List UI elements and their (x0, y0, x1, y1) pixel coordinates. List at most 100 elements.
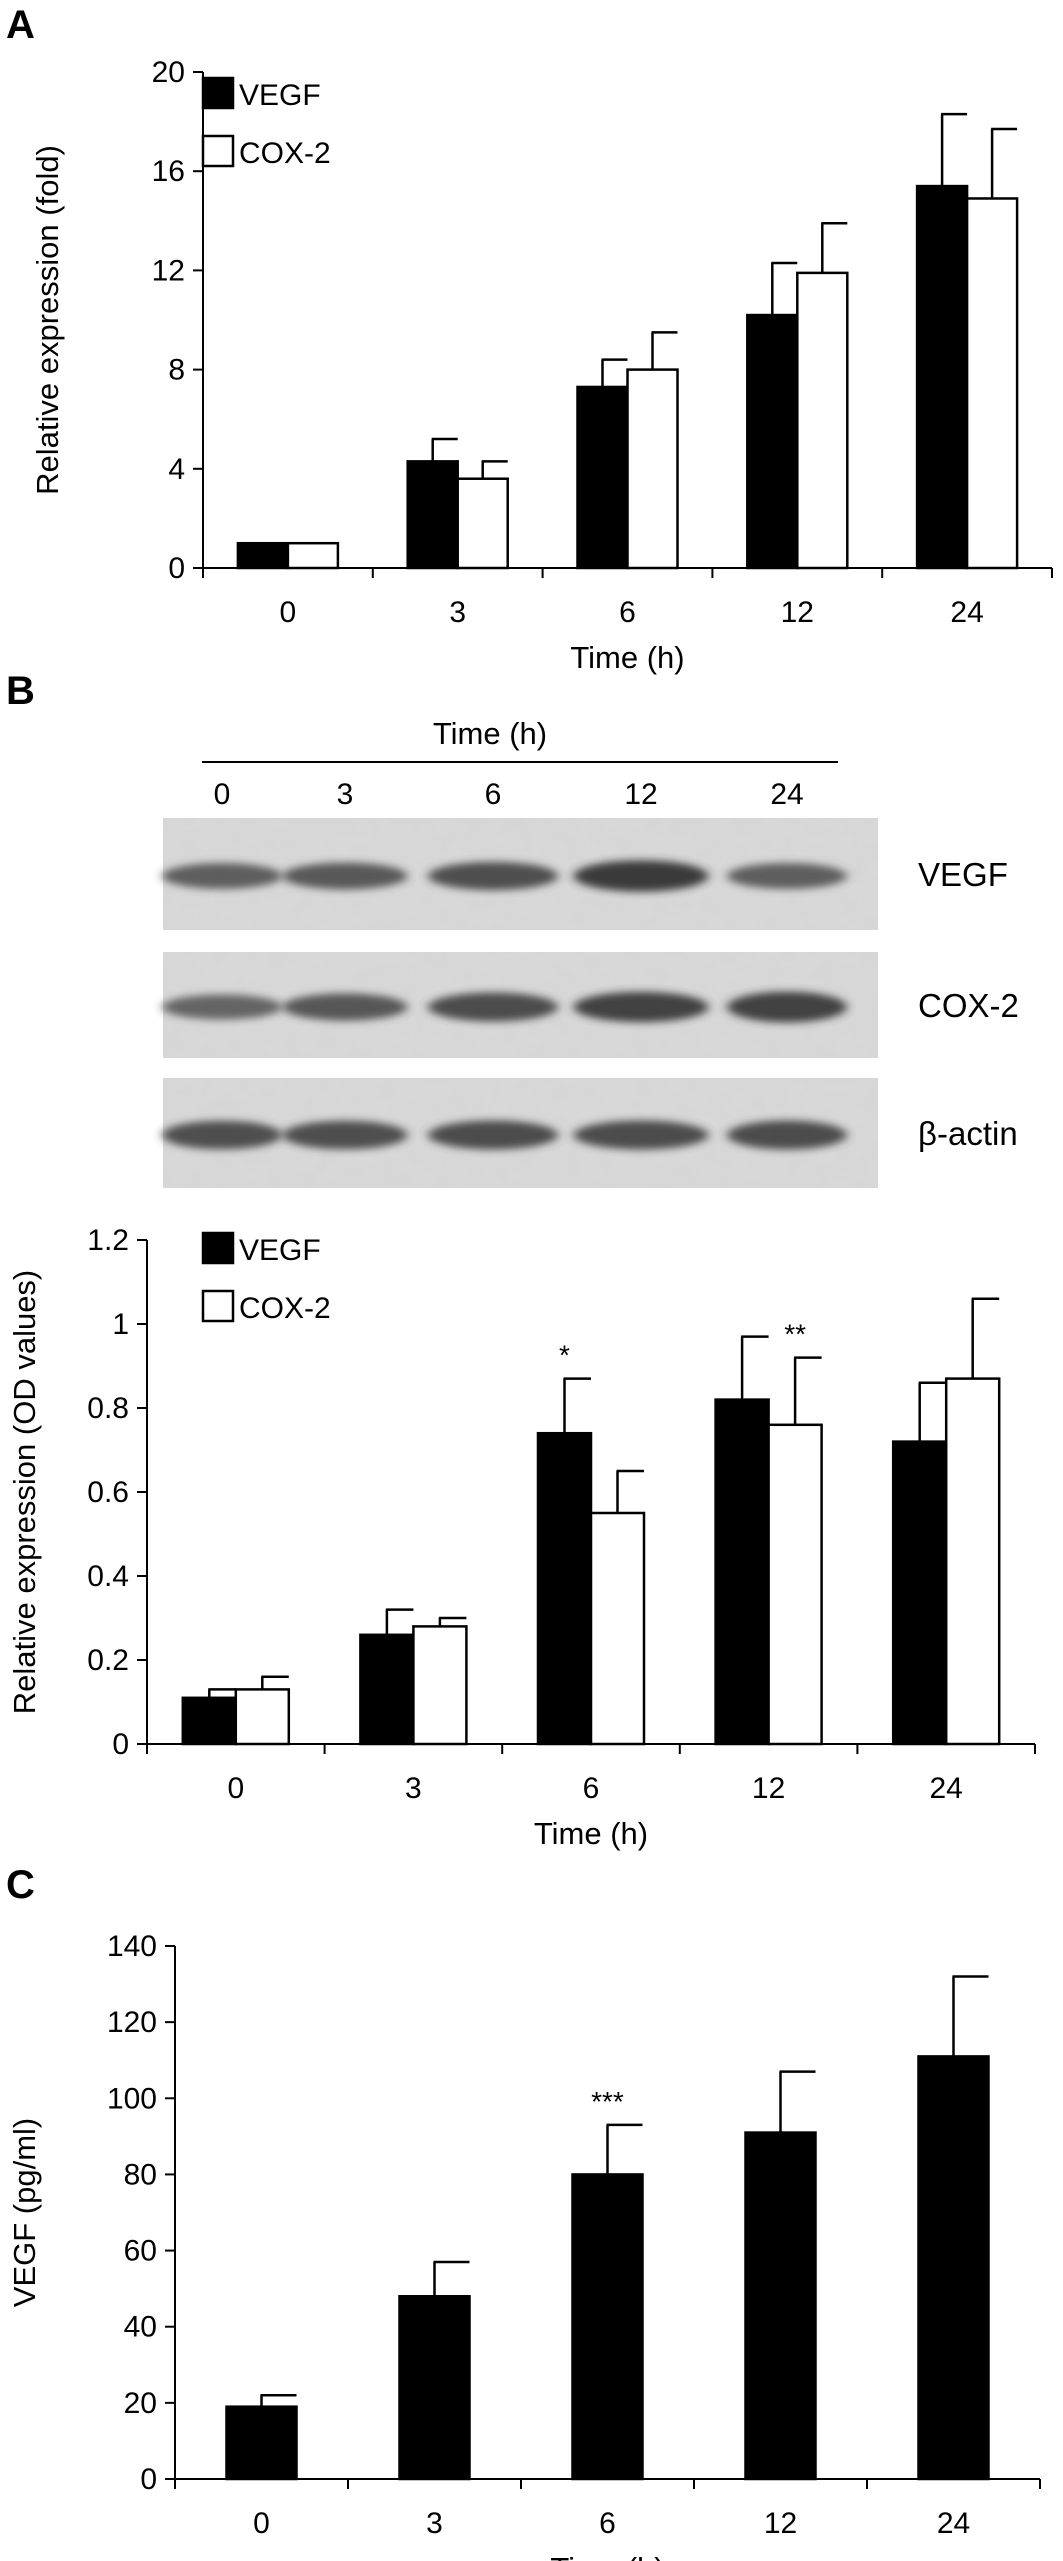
bar-vegf-0 (236, 541, 290, 570)
chart-b: 0 0.2 0.4 0.6 0.8 1 1.2 0 3 6 12 24 Time (h) Relative… (7, 1224, 1036, 1851)
y-tick-label: 20 (124, 2387, 157, 2420)
bar-cox-2-12 (796, 271, 849, 570)
blot-band (573, 991, 709, 1023)
y-tick-label: 8 (168, 354, 185, 387)
legend-label: VEGF (239, 1234, 321, 1267)
blot-band (282, 993, 408, 1021)
x-axis-label: Time (h) (550, 2551, 664, 2561)
legend-label: COX-2 (239, 1292, 331, 1325)
panel-letter-b: B (6, 669, 35, 713)
y-tick-label: 0.8 (87, 1392, 129, 1425)
x-tick-label: 0 (253, 2507, 270, 2540)
x-tick-label: 3 (405, 1772, 422, 1805)
bar-vegf-6 (536, 1431, 593, 1746)
x-tick-label: 0 (227, 1772, 244, 1805)
x-tick-label: 12 (752, 1772, 785, 1805)
legend-swatch (201, 134, 235, 168)
chart-a: 0 4 8 12 16 20 0 3 6 12 24 Time (h) Relative express… (30, 56, 1053, 675)
y-tick-label: 100 (107, 2082, 157, 2115)
bar-vegf-3 (359, 1633, 415, 1746)
western-blot: Time (h) 0 3 6 12 24 VEGF COX-2 β-actin (162, 716, 1019, 1188)
legend-swatch (201, 1231, 235, 1265)
x-tick-label: 0 (280, 596, 297, 629)
y-tick-label: 0.6 (87, 1476, 129, 1509)
blot-header: Time (h) (433, 716, 547, 751)
x-tick-label: 3 (449, 596, 466, 629)
bar-vegf-24 (891, 1440, 948, 1746)
legend-label: COX-2 (239, 137, 331, 170)
blot-lane-label: 6 (485, 778, 502, 811)
bar-cox-2-24 (965, 197, 1019, 570)
blot-band (428, 1120, 558, 1150)
blot-lane-label: 3 (337, 778, 354, 811)
blot-band (428, 992, 558, 1022)
x-tick-label: 24 (937, 2507, 970, 2540)
blot-band (162, 994, 282, 1020)
bar-series-24 (917, 2055, 990, 2481)
x-tick-label: 6 (599, 2507, 616, 2540)
blot-row-vegf: VEGF (162, 818, 1008, 930)
bar-cox-2-24 (944, 1377, 1001, 1746)
y-tick-label: 16 (152, 155, 185, 188)
bar-series-12 (744, 2131, 817, 2481)
blot-band (727, 991, 847, 1023)
x-tick-label: 6 (619, 596, 636, 629)
blot-row-label: VEGF (918, 856, 1008, 893)
bar-cox-2-3 (456, 477, 509, 570)
significance-marker: ** (784, 1319, 806, 1350)
y-axis-label: Relative expression (OD values) (7, 1270, 42, 1715)
bar-series-6 (571, 2173, 644, 2481)
y-tick-label: 12 (152, 254, 185, 287)
blot-band (162, 863, 282, 889)
legend-label: VEGF (239, 79, 321, 112)
bar-cox-2-6 (626, 368, 679, 570)
legend-swatch (201, 1289, 235, 1323)
blot-row-label: COX-2 (918, 987, 1019, 1024)
blot-band (162, 1120, 282, 1150)
bar-vegf-0 (181, 1696, 238, 1746)
blot-rows: VEGF COX-2 β-actin (162, 818, 1019, 1188)
panel-letter-a: A (6, 3, 35, 47)
y-axis-label: VEGF (pg/ml) (7, 2118, 42, 2307)
blot-row-cox-2: COX-2 (162, 952, 1019, 1058)
y-tick-label: 40 (124, 2311, 157, 2344)
y-tick-label: 0.4 (87, 1560, 129, 1593)
y-tick-label: 0 (140, 2463, 157, 2496)
x-tick-label: 24 (950, 596, 983, 629)
y-axis-label: Relative expression (fold) (30, 145, 65, 495)
y-tick-label: 120 (107, 2006, 157, 2039)
y-tick-label: 80 (124, 2158, 157, 2191)
chart-c: 0 20 40 60 80 100 120 140 0 3 6 12 24 Time (h) VEGF (p… (7, 1930, 1041, 2561)
blot-band (428, 861, 558, 891)
blot-lane-label: 12 (624, 778, 657, 811)
significance-marker: * (559, 1340, 570, 1371)
y-tick-label: 60 (124, 2235, 157, 2268)
bar-series-0 (225, 2405, 298, 2481)
y-tick-label: 20 (152, 56, 185, 89)
bar-cox-2-0 (286, 541, 340, 570)
blot-band (282, 862, 408, 890)
x-axis-label: Time (h) (534, 1816, 648, 1851)
bar-vegf-12 (746, 313, 799, 570)
y-tick-label: 4 (168, 453, 185, 486)
panel-letter-c: C (6, 1863, 35, 1907)
blot-lane-label: 0 (214, 778, 231, 811)
x-tick-label: 24 (930, 1772, 963, 1805)
x-tick-label: 6 (583, 1772, 600, 1805)
x-tick-label: 3 (426, 2507, 443, 2540)
bar-cox-2-0 (234, 1688, 291, 1746)
blot-band (282, 1120, 408, 1150)
blot-band (727, 863, 847, 889)
x-tick-label: 12 (764, 2507, 797, 2540)
x-axis-label: Time (h) (570, 640, 684, 675)
y-tick-label: 0.2 (87, 1644, 129, 1677)
blot-lane-labels: 0 3 6 12 24 (214, 778, 804, 811)
bar-cox-2-6 (589, 1511, 646, 1746)
bar-vegf-3 (406, 460, 459, 570)
x-tick-label: 12 (781, 596, 814, 629)
significance-marker: *** (591, 2086, 624, 2117)
blot-band (727, 1120, 847, 1150)
blot-lane-label: 24 (770, 778, 803, 811)
blot-band (573, 1120, 709, 1150)
